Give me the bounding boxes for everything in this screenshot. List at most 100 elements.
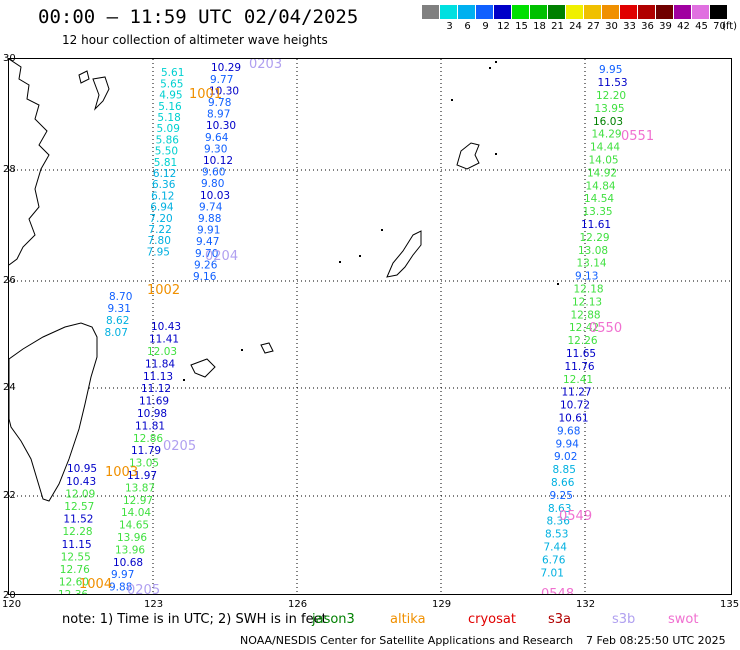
latitude-label: 30 (3, 53, 16, 64)
wave-height-label: 10.12 (203, 155, 233, 167)
wave-height-label: 11.27 (562, 387, 592, 399)
wave-height-label: 11.76 (565, 361, 595, 373)
wave-height-label: 9.16 (193, 271, 217, 283)
wave-height-label: 7.80 (148, 235, 171, 247)
wave-height-label: 12.18 (574, 284, 604, 296)
wave-height-label: 5.18 (157, 112, 180, 124)
wave-height-label: 12.55 (61, 551, 91, 563)
wave-height-label: 11.79 (131, 445, 161, 457)
satellite-source-label: cryosat (468, 612, 516, 627)
map-canvas: 5.615.654.955.165.185.095.865.505.816.12… (9, 59, 731, 595)
color-swatch (674, 5, 691, 19)
island-dot (381, 229, 383, 231)
wave-height-label: 12.86 (133, 433, 163, 445)
wave-height-label: 14.54 (584, 193, 614, 205)
island-miyako (260, 342, 274, 354)
wave-height-label: 13.35 (583, 206, 613, 218)
wave-height-label: 9.91 (197, 225, 220, 237)
color-scale-label: 36 (641, 21, 654, 32)
island-dot (339, 261, 341, 263)
wave-height-label: 9.25 (550, 490, 573, 502)
wave-height-label: 5.50 (155, 146, 178, 158)
wave-height-label: 10.03 (200, 190, 230, 202)
wave-height-label: 11.61 (581, 219, 611, 231)
wave-height-label: 14.65 (119, 520, 149, 532)
color-swatch (530, 5, 547, 19)
taiwan-coastline (9, 322, 98, 502)
wave-height-label: 11.12 (141, 383, 171, 395)
color-scale-label: 9 (482, 21, 489, 32)
satellite-source-label: swot (668, 612, 699, 627)
page-subtitle: 12 hour collection of altimeter wave hei… (62, 33, 328, 47)
wave-height-label: 7.01 (541, 567, 564, 579)
wave-height-label: 10.43 (151, 321, 181, 333)
latitude-label: 24 (3, 382, 16, 393)
satellite-source-label: jason3 (312, 612, 355, 627)
color-scale-label: 6 (464, 21, 471, 32)
color-swatch (422, 5, 439, 19)
color-scale-label: 45 (695, 21, 708, 32)
wave-height-label: 9.88 (198, 213, 221, 225)
wave-height-label: 13.87 (125, 482, 155, 494)
wave-height-label: 12.20 (596, 90, 626, 102)
wave-height-label: 14.05 (589, 155, 619, 167)
wave-height-label: 13.05 (129, 458, 159, 470)
wave-height-label: 12.36 (58, 589, 88, 595)
latitude-label: 26 (3, 275, 16, 286)
longitude-label: 123 (144, 599, 164, 610)
footnote-text: note: 1) Time is in UTC; 2) SWH is in fe… (62, 612, 327, 627)
wave-height-label: 9.30 (204, 143, 227, 155)
wave-height-label: 12.28 (63, 526, 93, 538)
color-scale-label: 21 (551, 21, 564, 32)
wave-height-label: 13.95 (595, 103, 625, 115)
wave-height-label: 9.31 (108, 303, 131, 315)
wave-height-label: 12.41 (563, 374, 593, 386)
pass-time-tag: 0204 (205, 249, 238, 264)
longitude-label: 129 (432, 599, 452, 610)
color-scale-label: 12 (497, 21, 510, 32)
wave-height-label: 9.60 (202, 167, 225, 179)
wave-height-label: 9.02 (554, 451, 577, 463)
wave-height-label: 8.62 (106, 315, 129, 327)
wave-height-label: 12.42 (569, 322, 599, 334)
wave-height-label: 10.68 (113, 557, 143, 569)
longitude-label: 132 (576, 599, 596, 610)
pass-time-tag: 0551 (621, 129, 654, 144)
wave-height-label: 11.65 (566, 348, 596, 360)
wave-height-label: 8.63 (548, 503, 571, 515)
color-scale-label: 3 (446, 21, 453, 32)
wave-height-label: 10.61 (559, 413, 589, 425)
wave-height-label: 9.47 (196, 236, 219, 248)
pass-time-tag: 1002 (147, 283, 180, 298)
satellite-source-label: s3b (612, 612, 636, 627)
wave-height-label: 16.03 (593, 116, 623, 128)
color-scale-unit: (ft) (722, 21, 738, 32)
page-title: 00:00 – 11:59 UTC 02/04/2025 (38, 6, 359, 28)
color-swatch (710, 5, 727, 19)
color-swatch (548, 5, 565, 19)
pass-time-tag: 0203 (249, 59, 282, 72)
wave-height-label: 6.12 (153, 168, 176, 180)
island-dot (359, 255, 361, 257)
satellite-source-label: s3a (548, 612, 572, 627)
wave-height-label: 10.30 (206, 120, 236, 132)
color-swatch (692, 5, 709, 19)
island-zhoushan (92, 76, 110, 111)
pass-time-tag: 1003 (105, 465, 138, 480)
wave-height-label: 5.86 (156, 134, 180, 146)
wave-height-label: 5.16 (158, 101, 182, 113)
color-swatch (458, 5, 475, 19)
color-swatch (656, 5, 673, 19)
wave-height-label: 7.22 (148, 224, 171, 236)
wave-height-label: 12.88 (571, 309, 601, 321)
wave-height-label: 6.94 (150, 202, 174, 214)
wave-height-label: 5.81 (154, 157, 177, 169)
wave-height-label: 9.70 (195, 248, 218, 260)
footnote: note: 1) Time is in UTC; 2) SWH is in fe… (62, 612, 327, 627)
wave-height-label: 13.08 (578, 245, 608, 257)
color-swatch (494, 5, 511, 19)
wave-height-label: 9.97 (111, 569, 134, 581)
wave-height-label: 11.41 (149, 334, 179, 346)
wave-height-label: 11.81 (135, 420, 165, 432)
wave-height-label: 9.64 (205, 132, 229, 144)
